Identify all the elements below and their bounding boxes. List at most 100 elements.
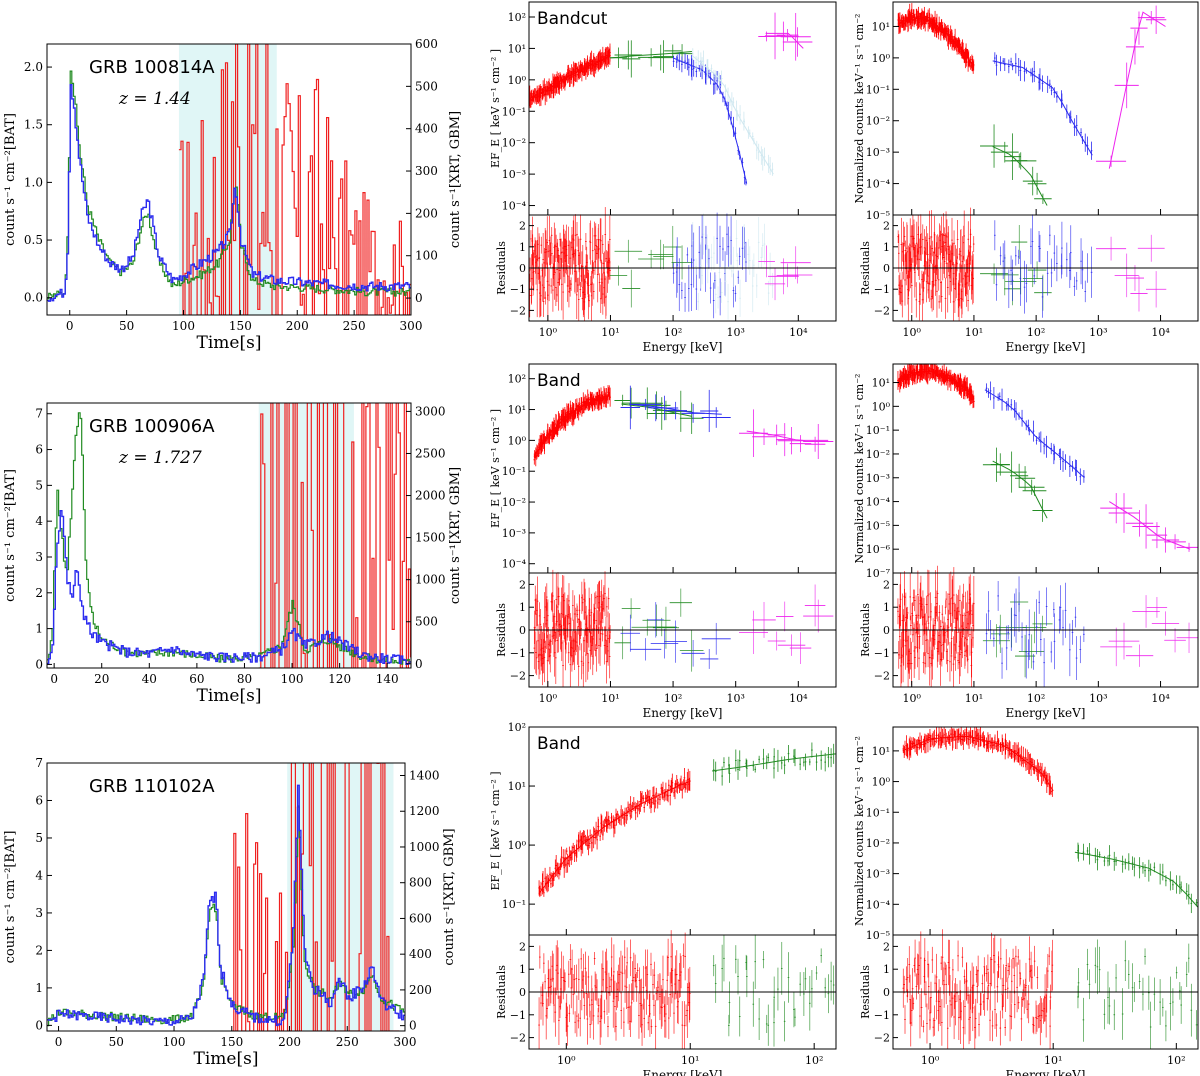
series-2: [609, 40, 693, 308]
x-tick-label: 60: [189, 672, 204, 686]
y-tick-label: 10⁻²: [502, 496, 526, 509]
model-line: [1108, 11, 1166, 169]
x-tick-label: 300: [400, 319, 423, 333]
y2-axis-label: count s⁻¹[XRT, GBM]: [448, 467, 463, 604]
x-tick-label: 10³: [1089, 326, 1107, 339]
y-axis-label: EF_E [ keV s⁻¹ cm⁻² ]: [489, 409, 502, 528]
x-tick-label: 250: [343, 319, 366, 333]
x-tick-label: 10¹: [681, 1054, 699, 1067]
y2-tick-label: 1200: [409, 804, 440, 818]
model-label: Band: [537, 371, 581, 391]
x-tick-label: 250: [336, 1035, 359, 1049]
y-tick-label: 10⁻³: [502, 527, 526, 540]
x-tick-label: 10²: [1027, 326, 1045, 339]
series-3: [992, 52, 1093, 318]
redshift-label: z = 1.727: [118, 448, 202, 468]
y-tick-label: 10⁰: [508, 434, 527, 447]
model-line: [984, 389, 1085, 479]
model-line: [610, 51, 692, 59]
axes-frame: [46, 43, 412, 316]
y2-tick-label: 100: [415, 249, 438, 263]
x-tick-label: 10³: [1089, 692, 1107, 705]
bat-curve: [47, 510, 411, 665]
res-y-tick-label: 1: [519, 241, 526, 254]
y-axis-label: Normalized counts keV⁻¹ s⁻¹ cm⁻²: [853, 374, 866, 564]
y-tick-label: 10⁻⁷: [866, 567, 891, 580]
y-tick-label: 10⁻²: [502, 137, 526, 150]
y-tick-label: 5: [35, 478, 43, 492]
res-y-tick-label: 2: [519, 940, 526, 953]
model-line: [1109, 501, 1191, 550]
y-tick-label: 10⁰: [508, 74, 527, 87]
series-4: [1096, 5, 1167, 312]
series-3: [984, 381, 1085, 687]
lightcurve-panel-3: 0 50 100 150 200 250 300 0 1 2 3 4 5 6 7 0 200 400 600 800 1…: [3, 756, 457, 1069]
y2-tick-label: 400: [415, 122, 438, 136]
redshift-label: z = 1.44: [118, 89, 191, 109]
model-line: [897, 16, 975, 68]
x-tick-label: 40: [142, 672, 157, 686]
y-tick-label: 10⁻¹: [502, 898, 526, 911]
y-axis-label: Normalized counts keV⁻¹ s⁻¹ cm⁻²: [853, 14, 866, 204]
y2-tick-label: 500: [415, 615, 438, 629]
x-tick-label: 140: [376, 672, 399, 686]
x-axis-label: Time[s]: [197, 333, 262, 353]
x-axis-label: Time[s]: [197, 686, 262, 706]
y-tick-label: 10²: [508, 721, 526, 734]
x-tick-label: 200: [278, 1035, 301, 1049]
model-line: [712, 753, 836, 772]
model-label: Bandcut: [537, 9, 608, 29]
x-axis-label: Energy [keV]: [1005, 340, 1085, 354]
model-line: [992, 60, 1093, 156]
series-1: [529, 43, 611, 321]
series-2: [982, 447, 1053, 678]
x-axis-label: Energy [keV]: [642, 1068, 722, 1076]
model-line: [533, 394, 611, 457]
y2-tick-label: 200: [409, 983, 432, 997]
y-tick-label: 7: [35, 407, 43, 421]
y-tick-label: 10²: [508, 11, 526, 24]
res-y-tick-label: 1: [519, 963, 526, 976]
x-tick-label: 10⁴: [789, 692, 808, 705]
series-1: [897, 364, 975, 687]
main-axes-frame: [528, 1, 837, 216]
res-y-tick-label: −1: [510, 1009, 526, 1022]
y-tick-label: 10²: [508, 373, 526, 386]
grb-name: GRB 100814A: [89, 57, 215, 78]
x-tick-label: 300: [394, 1035, 417, 1049]
axes-frame: [46, 762, 406, 1032]
y-tick-label: 10⁰: [872, 52, 891, 65]
x-tick-label: 10⁰: [539, 692, 558, 705]
bat-curve: [47, 784, 405, 1027]
axes-frame: [46, 402, 412, 669]
x-tick-label: 10⁴: [1151, 326, 1170, 339]
x-tick-label: 10¹: [965, 692, 983, 705]
residual-axis-label: Residuals: [495, 603, 508, 657]
y-tick-label: 10⁻¹: [866, 424, 890, 437]
y-tick-label: 0.0: [24, 291, 43, 305]
y-tick-label: 10¹: [508, 780, 526, 793]
x-tick-label: 120: [328, 672, 351, 686]
series-4: [1100, 493, 1198, 667]
x-tick-label: 10²: [1027, 692, 1045, 705]
series-3: [620, 385, 731, 669]
x-tick-label: 10²: [805, 1054, 823, 1067]
y2-tick-label: 600: [415, 37, 438, 51]
xrt-curve: [178, 44, 411, 315]
y-tick-label: 1: [35, 981, 43, 995]
x-tick-label: 10⁴: [1151, 692, 1170, 705]
xrt-curve: [258, 403, 411, 668]
x-tick-label: 10²: [664, 692, 682, 705]
x-tick-label: 10¹: [601, 326, 619, 339]
series-1: [902, 727, 1054, 1049]
series-5: [758, 12, 813, 301]
x-tick-label: 50: [109, 1035, 124, 1049]
res-y-tick-label: −1: [510, 647, 526, 660]
y-axis-label: count s⁻¹ cm⁻²[BAT]: [3, 113, 18, 246]
y-tick-label: 1: [35, 622, 43, 636]
series-2: [712, 742, 836, 1047]
model-line: [672, 57, 748, 184]
y-axis-label: count s⁻¹ cm⁻²[BAT]: [3, 831, 18, 964]
gbm-curve: [47, 70, 411, 300]
